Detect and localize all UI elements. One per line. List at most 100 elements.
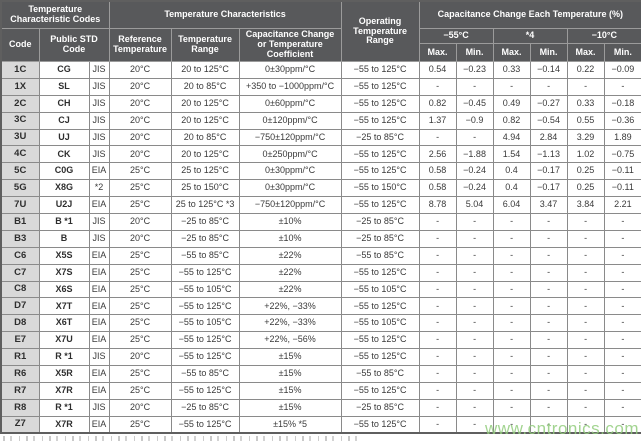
cell-star4-min: - <box>529 263 568 282</box>
cell-neg10-max: 0.25 <box>566 162 605 181</box>
cell-neg10-max: 0.55 <box>566 111 605 130</box>
clipped-footnote-fragment <box>3 436 359 441</box>
cell-operating-temperature-range: −55 to 150°C <box>340 179 420 198</box>
header-operating-temperature-range: Operating Temperature Range <box>340 0 420 62</box>
cell-public-std-code: R *1 <box>38 398 90 417</box>
cell-public-std-code: B <box>38 229 90 248</box>
cell-temperature-range: −55 to 85°C <box>170 365 240 383</box>
cell-code: R8 <box>0 398 40 417</box>
cell-operating-temperature-range: −25 to 85°C <box>340 213 420 231</box>
cell-temperature-range: −55 to 85°C <box>170 246 240 265</box>
table-row: 1X SL JIS 20°C 20 to 85°C +350 to −1000ppm/°C… <box>0 77 641 96</box>
cell-reference-temperature: 20°C <box>108 77 172 96</box>
cell-code: 5G <box>0 179 40 198</box>
cell-star4-min: - <box>529 365 568 383</box>
table-row: C7 X7S EIA 25°C −55 to 125°C ±22% −55 to 125°C… <box>0 263 641 282</box>
cell-star4-max: - <box>492 398 531 417</box>
cell-std-org: EIA <box>88 381 110 400</box>
cell-star4-min: - <box>529 77 568 96</box>
cell-neg55-min: −0.24 <box>455 162 494 181</box>
cell-neg10-max: - <box>566 381 605 400</box>
cell-public-std-code: X6S <box>38 280 90 299</box>
cell-neg55-max: 0.82 <box>418 94 457 113</box>
cell-neg55-min: −0.24 <box>455 179 494 198</box>
cell-reference-temperature: 20°C <box>108 398 172 417</box>
cell-std-org: JIS <box>88 128 110 147</box>
cell-neg55-max: - <box>418 365 457 383</box>
cell-star4-max: - <box>492 246 531 265</box>
cell-star4-max: - <box>492 365 531 383</box>
cell-reference-temperature: 25°C <box>108 381 172 400</box>
cell-std-org: JIS <box>88 145 110 164</box>
cell-neg10-min: - <box>603 77 641 96</box>
cell-reference-temperature: 25°C <box>108 365 172 383</box>
cell-star4-min: - <box>529 229 568 248</box>
cell-neg10-max: 0.25 <box>566 179 605 198</box>
cell-std-org: JIS <box>88 94 110 113</box>
cell-neg55-min: - <box>455 348 494 367</box>
cell-public-std-code: CJ <box>38 111 90 130</box>
cell-public-std-code: X7R <box>38 381 90 400</box>
cell-temperature-range: −55 to 105°C <box>170 314 240 333</box>
cell-public-std-code: R *1 <box>38 348 90 367</box>
cell-reference-temperature: 20°C <box>108 213 172 231</box>
table-row: R1 R *1 JIS 20°C −55 to 125°C ±15% −55 to 125°… <box>0 348 641 367</box>
cell-std-org: EIA <box>88 365 110 383</box>
cell-reference-temperature: 20°C <box>108 128 172 147</box>
cell-neg55-min: - <box>455 280 494 299</box>
cell-temperature-range: 25 to 125°C *3 <box>170 196 240 215</box>
cell-star4-min: - <box>529 348 568 367</box>
cell-neg55-min: −0.23 <box>455 61 494 79</box>
cell-operating-temperature-range: −25 to 85°C <box>340 229 420 248</box>
cell-operating-temperature-range: −55 to 125°C <box>340 162 420 181</box>
cell-neg55-max: - <box>418 415 457 434</box>
cell-star4-min: −0.27 <box>529 94 568 113</box>
cell-neg10-max: - <box>566 280 605 299</box>
cell-neg55-min: −0.9 <box>455 111 494 130</box>
cell-capacitance-change: −750±120ppm/°C <box>238 128 342 147</box>
cell-capacitance-change: ±22% <box>238 280 342 299</box>
cell-neg55-max: 2.56 <box>418 145 457 164</box>
cell-operating-temperature-range: −55 to 125°C <box>340 415 420 434</box>
header-neg55c: −55°C <box>418 28 494 44</box>
cell-neg55-min: 5.04 <box>455 196 494 215</box>
cell-operating-temperature-range: −55 to 125°C <box>340 331 420 350</box>
table-row: 3U UJ JIS 20°C 20 to 85°C −750±120ppm/°C −25 t… <box>0 128 641 147</box>
cell-neg10-min: - <box>603 246 641 265</box>
cell-temperature-range: 25 to 150°C <box>170 179 240 198</box>
cell-reference-temperature: 20°C <box>108 111 172 130</box>
cell-code: B3 <box>0 229 40 248</box>
cell-public-std-code: SL <box>38 77 90 96</box>
cell-operating-temperature-range: −55 to 125°C <box>340 297 420 316</box>
cell-std-org: EIA <box>88 280 110 299</box>
cell-star4-min: - <box>529 297 568 316</box>
cell-reference-temperature: 20°C <box>108 348 172 367</box>
cell-capacitance-change: 0±250ppm/°C <box>238 145 342 164</box>
cell-star4-min: −0.17 <box>529 162 568 181</box>
cell-public-std-code: CG <box>38 61 90 79</box>
table-row: R7 X7R EIA 25°C −55 to 125°C ±15% −55 to 125°C… <box>0 381 641 400</box>
header-star4-max: Max. <box>492 43 531 62</box>
cell-star4-max: - <box>492 213 531 231</box>
header-neg55-min: Min. <box>455 43 494 62</box>
cell-reference-temperature: 20°C <box>108 61 172 79</box>
cell-star4-max: 0.4 <box>492 179 531 198</box>
cell-temperature-range: −25 to 85°C <box>170 229 240 248</box>
cell-operating-temperature-range: −55 to 125°C <box>340 348 420 367</box>
cell-std-org: EIA <box>88 314 110 333</box>
cell-public-std-code: X8G <box>38 179 90 198</box>
header-neg10-min: Min. <box>603 43 641 62</box>
cell-neg10-max: - <box>566 398 605 417</box>
cell-operating-temperature-range: −55 to 125°C <box>340 94 420 113</box>
cell-public-std-code: U2J <box>38 196 90 215</box>
cell-neg55-max: - <box>418 280 457 299</box>
cell-reference-temperature: 20°C <box>108 145 172 164</box>
table-row: R8 R *1 JIS 20°C −25 to 85°C ±15% −25 to 85°C -… <box>0 398 641 417</box>
cell-public-std-code: X6T <box>38 314 90 333</box>
cell-star4-max: - <box>492 263 531 282</box>
cell-neg55-min: - <box>455 415 494 434</box>
table-row: D8 X6T EIA 25°C −55 to 105°C +22%, −33% −55 to… <box>0 314 641 333</box>
table-row: C6 X5S EIA 25°C −55 to 85°C ±22% −55 to 85°C - -… <box>0 246 641 265</box>
cell-neg55-max: 8.78 <box>418 196 457 215</box>
cell-temperature-range: −25 to 85°C <box>170 213 240 231</box>
